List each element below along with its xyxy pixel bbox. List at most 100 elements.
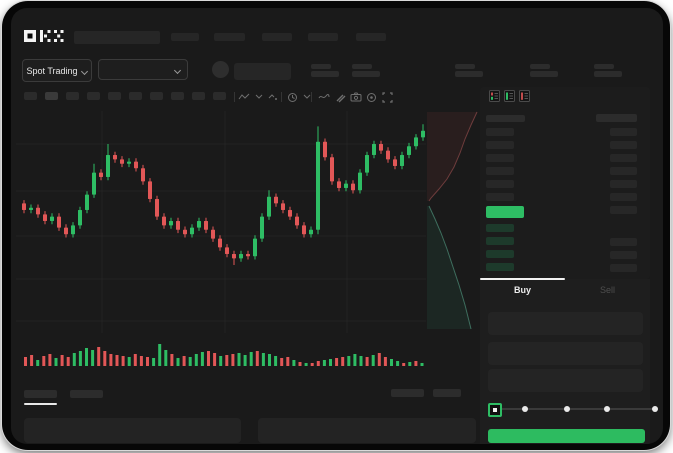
volume-bar <box>286 357 290 366</box>
slider-stop-75[interactable] <box>604 406 610 412</box>
volume-bar <box>371 355 375 366</box>
interval-button[interactable] <box>150 92 163 100</box>
depth-profile-chart <box>427 111 478 330</box>
ask-row[interactable] <box>486 128 514 136</box>
ask-row[interactable] <box>486 167 514 175</box>
interval-button[interactable] <box>192 92 205 100</box>
okx-logo[interactable] <box>24 29 68 43</box>
chevron-down-icon[interactable] <box>252 90 266 104</box>
buy-submit-button[interactable] <box>488 429 645 443</box>
amount-input[interactable] <box>488 342 643 365</box>
bottom-action-1[interactable] <box>391 389 424 397</box>
interval-button[interactable] <box>87 92 100 100</box>
volume-bar <box>188 357 192 366</box>
ask-row[interactable] <box>486 154 514 162</box>
target-icon[interactable] <box>364 90 378 104</box>
candle <box>337 181 341 188</box>
volume-bar <box>207 351 210 366</box>
book-size-row[interactable] <box>610 264 637 272</box>
bid-row[interactable] <box>486 237 514 245</box>
pair-coin-avatar[interactable] <box>212 61 229 78</box>
bottom-tab-1[interactable] <box>24 390 57 398</box>
book-size-row[interactable] <box>610 154 637 162</box>
interval-button[interactable] <box>213 92 226 100</box>
slider-handle[interactable] <box>488 403 502 417</box>
tab-sell[interactable]: Sell <box>599 285 615 295</box>
volume-bar <box>274 356 278 366</box>
interval-button[interactable] <box>171 92 184 100</box>
book-size-row[interactable] <box>610 141 637 149</box>
total-input[interactable] <box>488 369 643 392</box>
book-size-row[interactable] <box>610 193 637 201</box>
camera-icon[interactable] <box>349 90 363 104</box>
volume-bar <box>146 357 149 366</box>
volume-bar <box>24 357 27 366</box>
book-size-row[interactable] <box>610 206 637 214</box>
ask-row[interactable] <box>486 141 514 149</box>
candlestick-chart[interactable] <box>16 111 426 333</box>
topnav-item-5[interactable] <box>356 33 386 41</box>
book-size-row[interactable] <box>610 180 637 188</box>
price-input[interactable] <box>488 312 643 335</box>
chevron-down-icon <box>175 67 181 73</box>
slider-stop-100[interactable] <box>652 406 658 412</box>
interval-button[interactable] <box>24 92 37 100</box>
bid-row[interactable] <box>486 224 514 232</box>
chevron-down-icon[interactable] <box>300 90 314 104</box>
interval-button[interactable] <box>45 92 58 100</box>
bid-row[interactable] <box>486 250 514 258</box>
ticker-stat-2-label <box>352 64 372 69</box>
ticker-stat-5-value <box>594 71 622 77</box>
last-price-highlight[interactable] <box>486 206 524 218</box>
book-size-row[interactable] <box>610 238 637 246</box>
candle <box>120 159 124 164</box>
book-size-row[interactable] <box>610 251 637 259</box>
volume-bar <box>322 360 326 366</box>
book-size-row[interactable] <box>610 167 637 175</box>
slider-stop-25[interactable] <box>522 406 528 412</box>
candle-style-icon[interactable] <box>237 90 251 104</box>
candle <box>288 210 292 217</box>
line-tools-icon[interactable] <box>317 90 331 104</box>
candle <box>162 216 166 226</box>
book-asks-icon[interactable] <box>519 89 530 102</box>
topnav-item-1[interactable] <box>171 33 199 41</box>
volume-bar <box>152 358 156 366</box>
amount-slider-track[interactable] <box>498 408 656 410</box>
candle <box>344 183 348 188</box>
interval-button[interactable] <box>108 92 121 100</box>
ask-row[interactable] <box>486 180 514 188</box>
pair-selector-dropdown[interactable] <box>98 59 188 80</box>
candle <box>127 161 131 164</box>
indicator-clock-icon[interactable] <box>285 90 299 104</box>
interval-button[interactable] <box>66 92 79 100</box>
draw-pencil-icon[interactable] <box>333 90 347 104</box>
bid-row[interactable] <box>486 263 514 271</box>
topnav-item-2[interactable] <box>214 33 245 41</box>
orderbook-amount-header <box>596 114 637 122</box>
candle <box>253 238 257 257</box>
market-type-selector[interactable]: Spot Trading <box>22 59 92 82</box>
compare-icon[interactable] <box>266 90 280 104</box>
tab-buy[interactable]: Buy <box>513 285 531 295</box>
candle <box>421 130 425 138</box>
topnav-placeholder-primary[interactable] <box>74 31 160 44</box>
slider-stop-50[interactable] <box>564 406 570 412</box>
book-size-row[interactable] <box>610 128 637 136</box>
book-both-icon[interactable] <box>489 89 500 102</box>
volume-bar <box>292 360 296 366</box>
volume-bar <box>225 355 229 366</box>
volume-bar <box>97 347 101 366</box>
volume-bar <box>133 354 137 366</box>
fullscreen-icon[interactable] <box>380 90 394 104</box>
candle <box>239 254 243 259</box>
topnav-item-4[interactable] <box>308 33 338 41</box>
bottom-action-2[interactable] <box>433 389 461 397</box>
bottom-tab-2[interactable] <box>70 390 103 398</box>
ask-row[interactable] <box>486 193 514 201</box>
depth-bids-line <box>428 205 472 330</box>
book-bids-icon[interactable] <box>504 89 515 102</box>
interval-button[interactable] <box>129 92 142 100</box>
candle <box>50 216 54 221</box>
topnav-item-3[interactable] <box>262 33 292 41</box>
